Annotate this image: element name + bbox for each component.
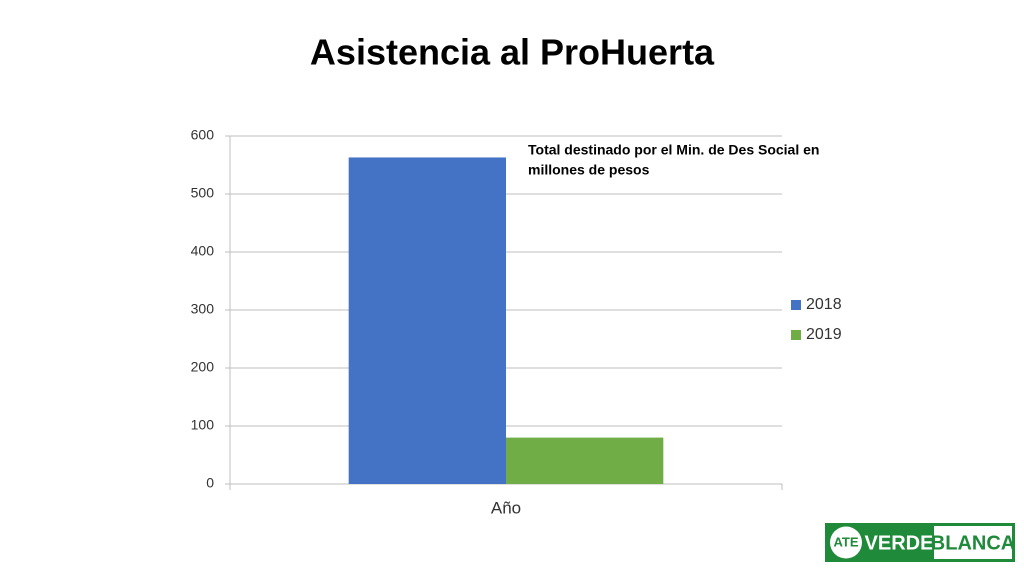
- y-tick-label: 500: [191, 185, 215, 201]
- logo-emblem: ATE: [833, 534, 858, 549]
- legend-swatch: [791, 300, 801, 310]
- legend-label: 2018: [806, 296, 842, 313]
- x-tick-label: Año: [491, 498, 521, 517]
- logo-right: BLANCA: [931, 532, 1015, 554]
- y-tick-label: 0: [206, 475, 214, 491]
- bar: [348, 157, 506, 484]
- y-tick-label: 100: [191, 417, 215, 433]
- y-tick-label: 600: [191, 127, 215, 143]
- legend-swatch: [791, 330, 801, 340]
- y-tick-label: 300: [191, 301, 215, 317]
- logo-circle: [830, 526, 862, 559]
- legend-label: 2019: [806, 326, 842, 343]
- chart-title: Asistencia al ProHuerta: [310, 32, 715, 73]
- logo-left: VERDE: [865, 532, 934, 554]
- annotation: Total destinado por el Min. de Des Socia…: [528, 142, 819, 158]
- bar: [506, 437, 664, 484]
- annotation: millones de pesos: [528, 162, 650, 178]
- y-tick-label: 200: [191, 359, 215, 375]
- logo: ATE VERDE BLANCA: [825, 523, 1015, 562]
- y-tick-label: 400: [191, 243, 215, 259]
- logo-white: [934, 526, 1012, 559]
